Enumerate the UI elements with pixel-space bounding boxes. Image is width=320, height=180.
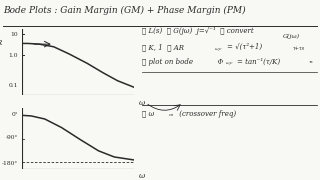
Text: ⑦ ω: ⑦ ω <box>142 110 155 118</box>
Text: = √(τ²+1): = √(τ²+1) <box>227 43 262 51</box>
Text: ω,c: ω,c <box>226 60 234 64</box>
Text: Bode Plots : Gain Margin (GM) + Phase Margin (PM): Bode Plots : Gain Margin (GM) + Phase Ma… <box>3 5 246 15</box>
Text: (crossover freq): (crossover freq) <box>177 110 236 118</box>
Text: ω,c: ω,c <box>215 46 223 50</box>
Text: ① L(s)  ② G(jω)  j=√⁻¹  ③ convert: ① L(s) ② G(jω) j=√⁻¹ ③ convert <box>142 27 254 35</box>
Text: 1.0: 1.0 <box>8 53 18 58</box>
Text: 0.1: 0.1 <box>8 83 18 88</box>
Text: 10: 10 <box>10 32 18 37</box>
Text: τs: τs <box>309 60 313 64</box>
Text: Φ: Φ <box>213 58 223 66</box>
Text: -180°: -180° <box>2 161 18 166</box>
Text: co: co <box>169 112 174 116</box>
Text: ω: ω <box>139 99 145 107</box>
Text: ⑥ plot on bode: ⑥ plot on bode <box>142 58 193 66</box>
Text: 0°: 0° <box>11 112 18 117</box>
Text: -90°: -90° <box>5 135 18 140</box>
Text: = tan⁻¹(τ/K): = tan⁻¹(τ/K) <box>237 58 280 66</box>
Text: G(jω): G(jω) <box>283 34 300 39</box>
Text: τ+τs: τ+τs <box>293 46 305 51</box>
Text: AR: AR <box>0 39 3 48</box>
Text: ④ K, 1  ⑤ AR: ④ K, 1 ⑤ AR <box>142 43 184 51</box>
Text: ω: ω <box>139 172 145 180</box>
